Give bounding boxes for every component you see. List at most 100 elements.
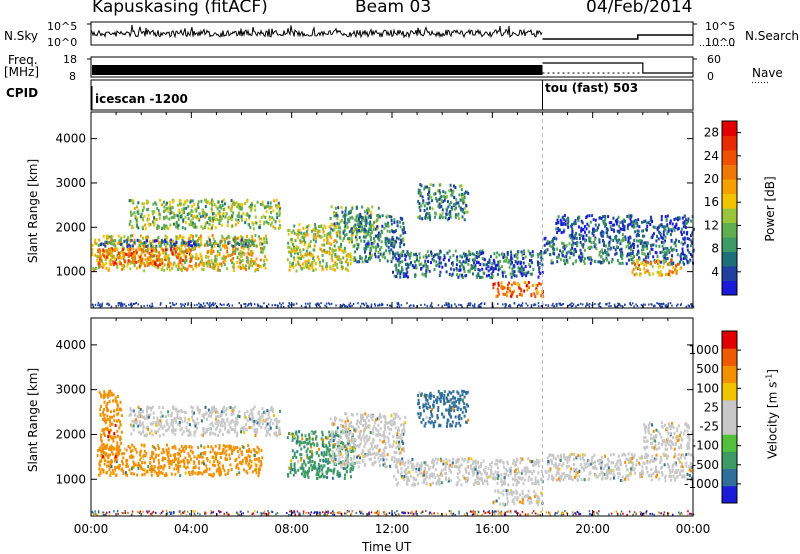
- freq-label-1: Freq.: [8, 53, 38, 67]
- panel0-colorbar-frame: [721, 120, 738, 296]
- panel0-band-11: [555, 214, 695, 240]
- xtick-label-5: 20:00: [575, 522, 610, 536]
- panel1-cb-tick-label-0: 1000: [688, 343, 719, 357]
- xtick-label-1: 04:00: [174, 522, 209, 536]
- panel0-colorbar-seg-5: [722, 208, 737, 223]
- panel0-band-9: [492, 281, 545, 299]
- panel1-colorbar-seg-2: [722, 451, 737, 470]
- panel1-ytick-label-2: 3000: [55, 383, 86, 397]
- nsearch-label: N.Search: [745, 29, 800, 43]
- station-title: Kapuskasing (fitACF): [92, 0, 268, 17]
- panel1-cb-tick-label-5: -100: [692, 439, 719, 453]
- panel1-cb-tick-label-3: 25: [704, 400, 719, 414]
- panel0-ytick-label-2: 3000: [55, 176, 86, 190]
- xtick-label-6: 00:00: [676, 522, 711, 536]
- panel0-ytick-label-1: 2000: [55, 220, 86, 234]
- panel1-band-2: [128, 405, 282, 438]
- panel1-band-8: [544, 452, 695, 483]
- nsearch-tick-top: 10^5: [705, 20, 736, 33]
- panel0-cb-tick-label-5: 8: [711, 242, 719, 256]
- nsky-tick-top: 10^5: [47, 20, 78, 33]
- panel1-colorbar-seg-0: [722, 485, 737, 504]
- velocity-ylabel: Slant Range [km]: [26, 367, 40, 473]
- panel0-colorbar-seg-1: [722, 266, 737, 281]
- freq-tick-top: 18: [63, 53, 77, 66]
- freq-tick-bottom: 8: [69, 70, 76, 83]
- panel0-colorbar-seg-9: [722, 150, 737, 165]
- nsky-trace: [90, 25, 543, 39]
- velocity-colorbar-label: Velocity [m s-1]: [765, 369, 780, 459]
- panel1-colorbar-seg-9: [722, 331, 737, 349]
- panel0-ytick-label-0: 1000: [55, 265, 86, 279]
- xtick-label-4: 16:00: [475, 522, 510, 536]
- beam-title: Beam 03: [355, 0, 432, 17]
- panel0-cb-tick-label-1: 24: [704, 149, 719, 163]
- strip-frame-2: [90, 79, 694, 111]
- panel0-band-6: [354, 214, 407, 264]
- xaxis-label: Time UT: [362, 540, 412, 554]
- panel1-colorbar-seg-5: [722, 399, 737, 418]
- panel1-cb-tick-label-6: -500: [692, 458, 719, 472]
- panel0-band-2: [99, 238, 264, 248]
- panel0-band-7: [392, 249, 544, 279]
- xtick-label-0: 00:00: [74, 522, 109, 536]
- nave-label: Nave: [752, 66, 783, 80]
- panel1-near-range-scatter: [91, 510, 695, 516]
- freq-trace: [92, 65, 543, 75]
- panel0-near-range-scatter: [91, 302, 695, 308]
- panel1-colorbar-seg-8: [722, 348, 737, 366]
- panel1-colorbar-seg-7: [722, 365, 737, 384]
- xtick-label-3: 12:00: [375, 522, 410, 536]
- cpid-segment-1: icescan -1200: [95, 92, 188, 106]
- panel1-ytick-label-0: 1000: [55, 472, 86, 486]
- panel0-cb-tick-label-2: 20: [704, 172, 719, 186]
- nave-tick-bottom: 0: [707, 70, 714, 83]
- nsearch-trace: [542, 34, 693, 40]
- nave-tick-top: 60: [707, 53, 721, 66]
- power-ylabel: Slant Range [km]: [26, 158, 40, 264]
- panel0-cb-tick-label-6: 4: [711, 265, 719, 279]
- panel1-colorbar-seg-6: [722, 382, 737, 401]
- panel0-band-5: [329, 205, 381, 235]
- panel1-band-5: [393, 457, 544, 487]
- panel1-cb-tick-label-1: 500: [696, 362, 719, 376]
- panel0-band-4: [286, 223, 357, 273]
- panel1-cb-tick-label-4: -25: [699, 420, 719, 434]
- panel0-band-3: [128, 198, 282, 231]
- panel0-band-8: [417, 183, 470, 222]
- cpid-label: CPID: [6, 86, 39, 100]
- panel1-band-0: [96, 443, 264, 478]
- panel0-colorbar-seg-10: [722, 135, 737, 151]
- panel1-band-6: [417, 389, 470, 429]
- panel1-ytick-label-3: 4000: [55, 338, 86, 352]
- panel1-band-4: [329, 412, 407, 469]
- panel1-cb-tick-label-7: -1000: [684, 477, 719, 491]
- panel0-cb-tick-label-3: 16: [704, 195, 719, 209]
- panel1-colorbar-seg-3: [722, 434, 737, 452]
- panel0-colorbar-seg-6: [722, 193, 737, 209]
- velocity-colorbar-label-end: ]: [765, 369, 780, 374]
- panel0-colorbar-seg-8: [722, 164, 737, 180]
- date-title: 04/Feb/2014: [586, 0, 693, 17]
- panel1-band-9: [643, 421, 695, 451]
- freq-trace-after: [542, 62, 693, 74]
- strip-frame-1: [90, 56, 694, 78]
- panel0-cb-tick-label-0: 28: [704, 126, 719, 140]
- panel1-colorbar-seg-4: [722, 417, 737, 435]
- panel0-colorbar-seg-11: [722, 121, 737, 136]
- power-colorbar-label: Power [dB]: [763, 176, 777, 242]
- panel1-colorbar-seg-1: [722, 468, 737, 487]
- panel0-colorbar-seg-0: [722, 280, 737, 296]
- velocity-colorbar-label-sup: -1: [764, 373, 774, 382]
- panel0-ytick-label-3: 4000: [55, 132, 86, 146]
- panel0-band-12: [631, 258, 683, 277]
- panel0-cb-tick-label-4: 12: [704, 218, 719, 232]
- freq-label-2: [MHz]: [4, 65, 40, 79]
- panel1-cb-tick-label-2: 100: [696, 381, 719, 395]
- panel0-colorbar-seg-7: [722, 179, 737, 194]
- panel1-band-7: [492, 489, 544, 507]
- velocity-colorbar-label-text: Velocity [m s: [765, 381, 780, 459]
- nsky-tick-bottom: 10^0: [47, 36, 78, 49]
- panel0-colorbar-seg-3: [722, 237, 737, 252]
